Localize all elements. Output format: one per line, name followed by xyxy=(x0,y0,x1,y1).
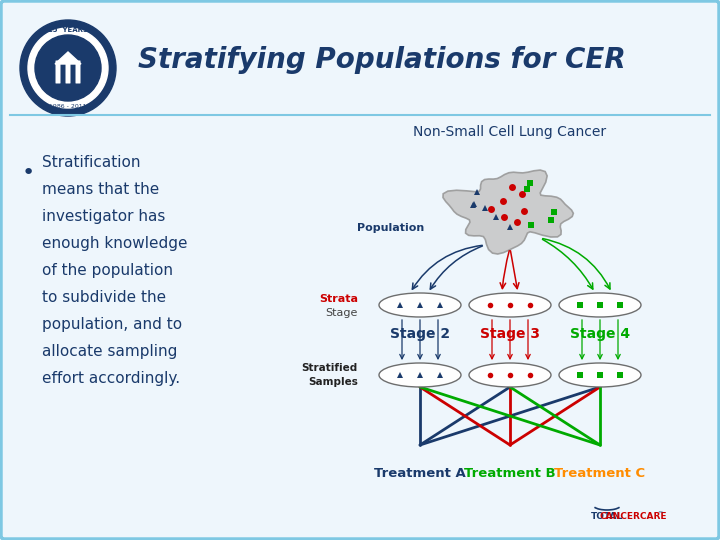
Text: investigator has: investigator has xyxy=(42,209,166,224)
Circle shape xyxy=(35,35,101,101)
FancyBboxPatch shape xyxy=(55,60,60,84)
Polygon shape xyxy=(443,170,573,254)
Ellipse shape xyxy=(559,363,641,387)
Text: Population: Population xyxy=(357,223,424,233)
Text: Strata: Strata xyxy=(319,294,358,304)
Text: 25  YEARS: 25 YEARS xyxy=(48,27,88,33)
Ellipse shape xyxy=(379,293,461,317)
Circle shape xyxy=(28,28,108,108)
Text: Stage 2: Stage 2 xyxy=(390,327,450,341)
Text: •: • xyxy=(22,163,35,183)
Text: to subdivide the: to subdivide the xyxy=(42,290,166,305)
Text: effort accordingly.: effort accordingly. xyxy=(42,371,180,386)
Ellipse shape xyxy=(469,363,551,387)
Text: Treatment A: Treatment A xyxy=(374,467,466,480)
Text: allocate sampling: allocate sampling xyxy=(42,344,177,359)
Circle shape xyxy=(20,20,116,116)
Text: Treatment B: Treatment B xyxy=(464,467,556,480)
Text: Non-Small Cell Lung Cancer: Non-Small Cell Lung Cancer xyxy=(413,125,606,139)
Text: Stage 3: Stage 3 xyxy=(480,327,540,341)
Text: population, and to: population, and to xyxy=(42,317,182,332)
FancyBboxPatch shape xyxy=(66,60,71,84)
Text: ™: ™ xyxy=(657,512,662,517)
Polygon shape xyxy=(55,52,81,64)
Ellipse shape xyxy=(379,363,461,387)
Text: Treatment C: Treatment C xyxy=(554,467,646,480)
Text: Samples: Samples xyxy=(308,377,358,387)
Text: Stratification: Stratification xyxy=(42,155,140,170)
Text: Stage 4: Stage 4 xyxy=(570,327,630,341)
Text: enough knowledge: enough knowledge xyxy=(42,236,187,251)
Text: Stratifying Populations for CER: Stratifying Populations for CER xyxy=(138,46,626,74)
Ellipse shape xyxy=(559,293,641,317)
Ellipse shape xyxy=(469,293,551,317)
Text: means that the: means that the xyxy=(42,182,159,197)
FancyBboxPatch shape xyxy=(76,60,81,84)
Text: Stage: Stage xyxy=(325,308,358,318)
Text: 1986 - 2011: 1986 - 2011 xyxy=(49,104,86,109)
Text: Stratified: Stratified xyxy=(302,363,358,373)
Text: CANCERCARE: CANCERCARE xyxy=(599,512,667,521)
Text: TOTAL: TOTAL xyxy=(591,512,623,521)
Text: of the population: of the population xyxy=(42,263,173,278)
